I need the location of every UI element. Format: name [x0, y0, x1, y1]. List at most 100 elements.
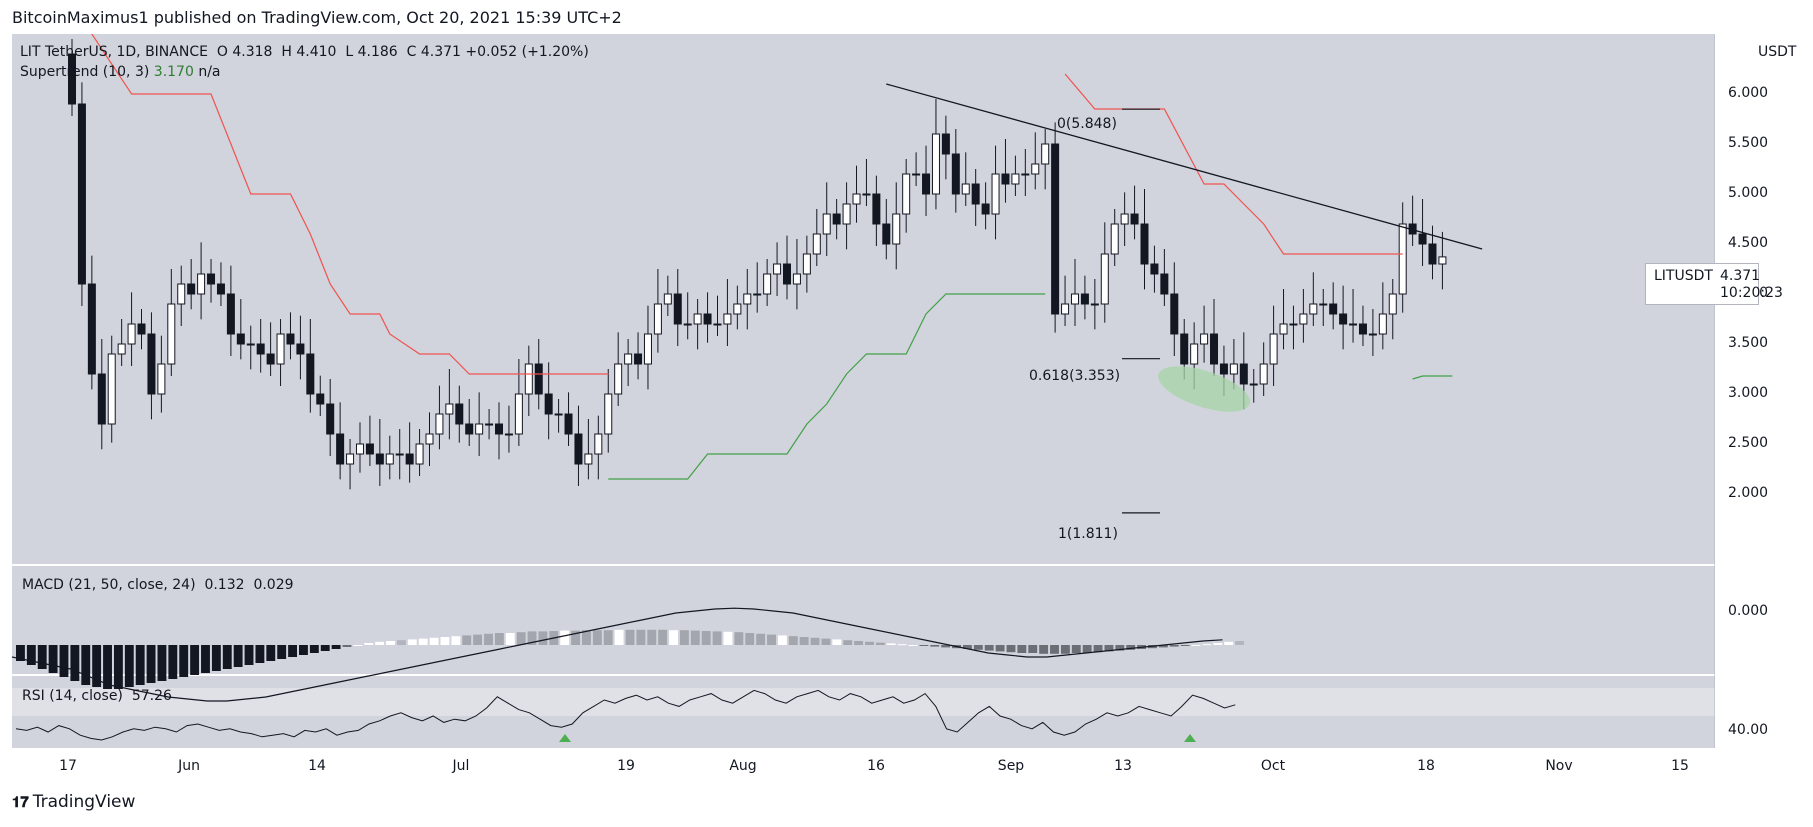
macd-histogram-bar: [756, 633, 766, 645]
macd-histogram-bar: [342, 645, 352, 647]
ticker-countdown: 10:20:23: [1720, 285, 1783, 301]
candle-body: [445, 403, 454, 415]
candle-body: [1229, 363, 1238, 375]
rsi-40-tick: 40.00: [1728, 722, 1769, 738]
legend-change: +0.052 (+1.20%): [465, 44, 589, 60]
macd-histogram-bar: [353, 645, 363, 646]
macd-histogram-bar: [81, 645, 91, 685]
macd-histogram-bar: [288, 645, 298, 657]
macd-histogram-bar: [135, 645, 145, 685]
candle-body: [365, 443, 374, 455]
candle-body: [713, 323, 722, 326]
candle-body: [534, 363, 543, 395]
candle-body: [256, 343, 265, 355]
candle-body: [276, 333, 285, 365]
macd-value: 0.132: [204, 577, 245, 593]
macd-histogram-bar: [962, 645, 972, 649]
candle-body: [1358, 323, 1367, 335]
macd-histogram-bar: [788, 636, 798, 645]
time-axis-label: 19: [617, 758, 635, 774]
macd-histogram-bar: [222, 645, 232, 669]
candle-body: [554, 413, 563, 416]
macd-legend: MACD (21, 50, close, 24) 0.132 0.029: [22, 577, 294, 593]
main-pane-bg: [12, 34, 1715, 564]
price-tick-label: 2.500: [1728, 435, 1769, 451]
macd-histogram-bar: [571, 630, 581, 645]
candle-body: [1368, 333, 1377, 336]
macd-histogram-bar: [505, 633, 515, 645]
candle-body: [1210, 333, 1219, 365]
candle-body: [107, 353, 116, 425]
ticker-price: 4.371: [1720, 268, 1761, 284]
candle-body: [773, 263, 782, 275]
candle-body: [266, 353, 275, 365]
candle-body: [236, 333, 245, 345]
macd-histogram-bar: [1115, 645, 1125, 651]
macd-histogram-bar: [843, 640, 853, 645]
time-axis-label: Nov: [1545, 758, 1573, 774]
candle-body: [1011, 173, 1020, 185]
candle-body: [216, 283, 225, 295]
macd-histogram-bar: [767, 634, 776, 645]
candle-body: [922, 173, 931, 195]
price-tick-label: 3.000: [1728, 385, 1769, 401]
time-axis-label: 13: [1114, 758, 1132, 774]
macd-histogram-bar: [255, 645, 265, 663]
macd-histogram-bar: [16, 645, 25, 661]
time-axis-label: 18: [1417, 758, 1435, 774]
supertrend-label: Supertrend (10, 3): [20, 64, 150, 80]
support-ellipse: [1158, 366, 1251, 412]
candle-body: [941, 133, 950, 155]
candle-body: [1051, 143, 1060, 315]
candle-body: [852, 193, 861, 205]
macd-histogram-bar: [1050, 645, 1059, 654]
legend-high: 4.410: [296, 44, 337, 60]
macd-histogram-bar: [865, 641, 874, 645]
macd-histogram-bar: [26, 645, 36, 665]
macd-histogram-bar: [1104, 645, 1114, 652]
legend-l-label: L: [345, 44, 354, 60]
legend-c-label: C: [406, 44, 417, 60]
candle-body: [733, 303, 742, 315]
candle-body: [355, 443, 364, 455]
macd-histogram-bar: [527, 631, 537, 645]
candle-body: [87, 283, 96, 375]
macd-histogram-bar: [190, 645, 200, 675]
candle-body: [1259, 363, 1268, 385]
candle-body: [653, 303, 662, 335]
candle-body: [1080, 293, 1089, 305]
candle-body: [147, 333, 156, 395]
macd-histogram-bar: [124, 645, 134, 687]
tradingview-logo-icon: 𝟏𝟕: [12, 793, 29, 811]
macd-histogram-bar: [690, 630, 700, 645]
chart-area[interactable]: [12, 34, 1715, 748]
macd-histogram-bar: [37, 645, 47, 669]
legend-symbol: LIT: [20, 44, 41, 60]
macd-line: [12, 607, 1223, 702]
macd-histogram-bar: [854, 641, 864, 645]
macd-histogram-bar: [429, 637, 439, 645]
descending-trendline: [886, 83, 1483, 250]
macd-histogram-bar: [440, 637, 450, 645]
candle-body: [1378, 313, 1387, 335]
candle-body: [1031, 163, 1040, 175]
candle-body: [931, 133, 940, 195]
macd-histogram-bar: [473, 634, 483, 645]
candle-body: [286, 333, 295, 345]
candle-body: [1170, 293, 1179, 335]
candle-body: [435, 413, 444, 435]
candle-body: [326, 403, 335, 435]
candle-body: [137, 323, 146, 335]
macd-histogram-bar: [157, 645, 167, 681]
candle-body: [1319, 303, 1328, 306]
macd-histogram-bar: [560, 630, 570, 645]
macd-histogram-bar: [1028, 645, 1038, 653]
macd-histogram-bar: [299, 645, 308, 655]
footer-brand[interactable]: 𝟏𝟕 TradingView: [12, 792, 135, 812]
candle-body: [971, 183, 980, 205]
macd-histogram-bar: [582, 630, 591, 645]
macd-histogram-bar: [701, 631, 711, 645]
price-chart-svg[interactable]: [12, 34, 1715, 748]
macd-histogram-bar: [995, 645, 1005, 652]
legend-o-label: O: [216, 44, 228, 60]
